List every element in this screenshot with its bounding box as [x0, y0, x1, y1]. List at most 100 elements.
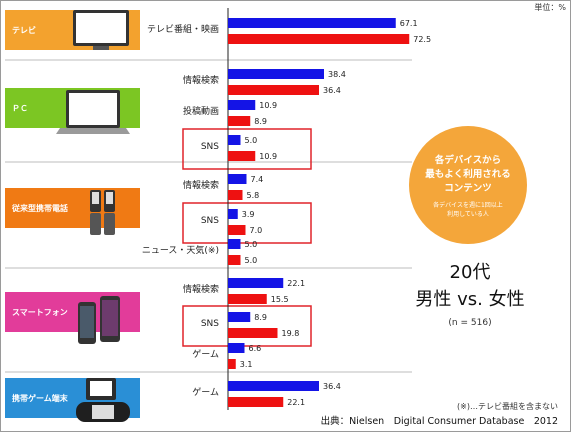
bar-male [228, 100, 256, 110]
bar-male [228, 209, 238, 219]
device-label: 従来型携帯電話 [11, 203, 68, 213]
bar-female [228, 151, 256, 161]
callout-line-1: 各デバイスから [434, 154, 501, 166]
bar-female [228, 294, 267, 304]
value-label-male: 5.0 [245, 240, 258, 249]
handheld-top-screen [90, 381, 112, 396]
smartphone-2-screen [102, 300, 118, 336]
bar-male [228, 135, 241, 145]
category-label: SNS [201, 142, 219, 152]
device-panel: ＰＣ [5, 88, 140, 134]
flip-phone-2-keypad [104, 213, 115, 235]
callout-sub-line-2: 利用している人 [447, 210, 489, 218]
value-label-male: 22.1 [287, 279, 305, 288]
tv-stand [93, 46, 109, 50]
sample-size: (n = 516) [448, 318, 491, 328]
bar-female [228, 116, 251, 126]
device-label: テレビ [12, 25, 36, 35]
value-label-female: 8.9 [254, 117, 267, 126]
value-label-male: 3.9 [242, 210, 255, 219]
value-label-male: 5.0 [245, 136, 258, 145]
bar-male [228, 174, 247, 184]
value-label-male: 36.4 [323, 382, 341, 391]
bar-male [228, 381, 319, 391]
bar-female [228, 190, 243, 200]
sns-highlight-box [182, 202, 312, 244]
value-label-female: 5.8 [247, 191, 260, 200]
device-label: スマートフォン [12, 308, 68, 317]
value-label-female: 36.4 [323, 86, 341, 95]
flip-phone-2-display [106, 192, 113, 204]
value-label-male: 7.4 [251, 175, 264, 184]
value-label-female: 7.0 [250, 226, 263, 235]
sns-highlight-box [182, 305, 312, 347]
category-label: 投稿動画 [183, 105, 219, 117]
handheld-console-screen [92, 405, 114, 419]
category-label: 情報検索 [183, 179, 219, 191]
callout-circle-shape [409, 126, 527, 244]
group-separators [5, 59, 412, 373]
bar-male [228, 343, 245, 353]
footnote: (※)…テレビ番組を含まない [457, 401, 558, 411]
bar-male [228, 312, 251, 322]
flip-phone-display [92, 192, 99, 204]
title-line-2: 男性 vs. 女性 [415, 289, 524, 310]
value-label-female: 10.9 [259, 152, 277, 161]
device-panel: テレビ [5, 10, 140, 50]
bar-female [228, 255, 241, 265]
device-panel-bg [5, 188, 140, 228]
flip-phone-keypad [90, 213, 101, 235]
device-panel: スマートフォン [5, 292, 140, 344]
category-label: SNS [201, 319, 219, 329]
category-label: 情報検索 [183, 283, 219, 295]
category-label: ゲーム [192, 386, 219, 398]
category-label: ニュース・天気(※) [142, 244, 219, 256]
bar-male [228, 18, 396, 28]
value-label-female: 5.0 [245, 256, 258, 265]
bar-female [228, 397, 284, 407]
value-label-female: 19.8 [282, 329, 300, 338]
smartphone-screen [80, 306, 94, 338]
sns-highlight-boxes [182, 128, 312, 347]
bar-female [228, 225, 246, 235]
device-label: ＰＣ [12, 104, 28, 113]
laptop-screen [69, 93, 117, 125]
bar-male [228, 239, 241, 249]
category-labels: テレビ番組・映画情報検索投稿動画SNS情報検索SNSニュース・天気(※)情報検索… [142, 23, 219, 398]
device-label: 携帯ゲーム端末 [12, 393, 68, 403]
value-label-male: 67.1 [400, 19, 418, 28]
unit-label: 単位：% [534, 2, 566, 12]
category-label: SNS [201, 216, 219, 226]
device-panel: 携帯ゲーム端末 [5, 378, 140, 422]
laptop-base [56, 128, 130, 134]
title-line-1: 20代 [450, 262, 491, 283]
value-labels: 67.172.538.436.410.98.95.010.97.45.83.97… [240, 19, 431, 407]
callout-circle: 各デバイスから 最もよく利用される コンテンツ 各デバイスを週に1回以上 利用し… [409, 126, 527, 244]
bar-female [228, 328, 278, 338]
value-label-female: 72.5 [413, 35, 431, 44]
bar-female [228, 359, 236, 369]
sns-highlight-box [182, 128, 312, 170]
bar-female [228, 85, 319, 95]
callout-line-3: コンテンツ [444, 183, 492, 194]
category-label: 情報検索 [183, 74, 219, 86]
category-label: ゲーム [192, 348, 219, 360]
bars [228, 18, 410, 407]
tv-screen [76, 13, 126, 43]
bar-female [228, 34, 410, 44]
bar-male [228, 69, 324, 79]
source-credit: 出典：Nielsen Digital Consumer Database 201… [321, 415, 558, 427]
callout-sub-line-1: 各デバイスを週に1回以上 [433, 201, 503, 209]
value-label-male: 38.4 [328, 70, 346, 79]
category-label: テレビ番組・映画 [147, 23, 219, 35]
value-label-female: 22.1 [287, 398, 305, 407]
value-label-male: 6.6 [249, 344, 262, 353]
device-panel: 従来型携帯電話 [5, 188, 140, 235]
bar-male [228, 278, 284, 288]
callout-line-2: 最もよく利用される [425, 168, 511, 180]
value-label-female: 3.1 [240, 360, 253, 369]
value-label-male: 10.9 [259, 101, 277, 110]
